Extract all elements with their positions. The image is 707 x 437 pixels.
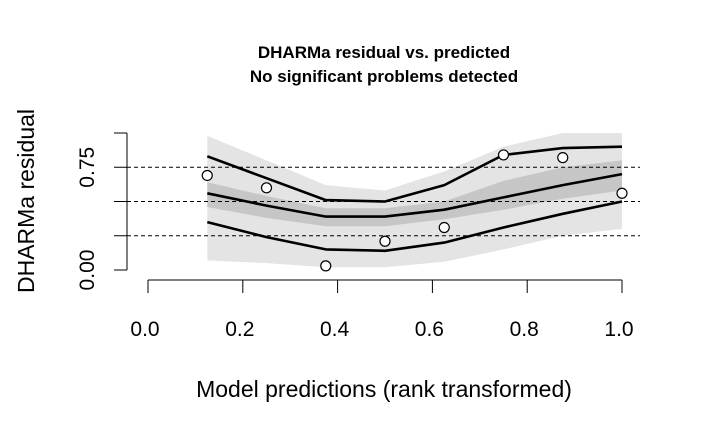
data-point: [497, 149, 510, 161]
data-point: [201, 169, 213, 182]
residual-points: [201, 149, 628, 272]
x-tick-label: 1.0: [604, 318, 633, 341]
y-axis-label: DHARMa residual: [13, 109, 39, 293]
quantile-curve-50: [207, 172, 623, 218]
chart-title: DHARMa residual vs. predicted: [258, 43, 510, 62]
confidence-bands: [207, 133, 623, 268]
quantile-curve-75: [206, 145, 623, 203]
x-tick-label: 0.0: [130, 318, 159, 341]
reference-lines: [127, 166, 640, 237]
x-tick-label: 0.4: [320, 318, 350, 341]
data-point: [260, 182, 273, 194]
y-tick-label: 0.00: [76, 250, 99, 291]
y-tick-label: 0.75: [76, 147, 99, 188]
outer-confidence-band: [207, 133, 623, 268]
data-point: [616, 187, 628, 199]
x-tick-label: 0.8: [510, 318, 539, 341]
x-axis-label: Model predictions (rank transformed): [196, 376, 572, 402]
chart-subtitle: No significant problems detected: [250, 67, 518, 86]
quantile-curve-25: [206, 200, 623, 253]
axes: 0.0 0.2 0.4 0.6 0.8 1.0 0.00 0.75: [76, 132, 634, 341]
inner-confidence-band: [207, 160, 623, 227]
data-point: [557, 152, 569, 164]
quantile-curves: [206, 145, 623, 253]
data-point: [320, 260, 332, 272]
x-tick-label: 0.6: [415, 318, 444, 341]
data-point: [438, 221, 450, 234]
data-point: [379, 235, 391, 247]
x-tick-label: 0.2: [225, 318, 254, 341]
